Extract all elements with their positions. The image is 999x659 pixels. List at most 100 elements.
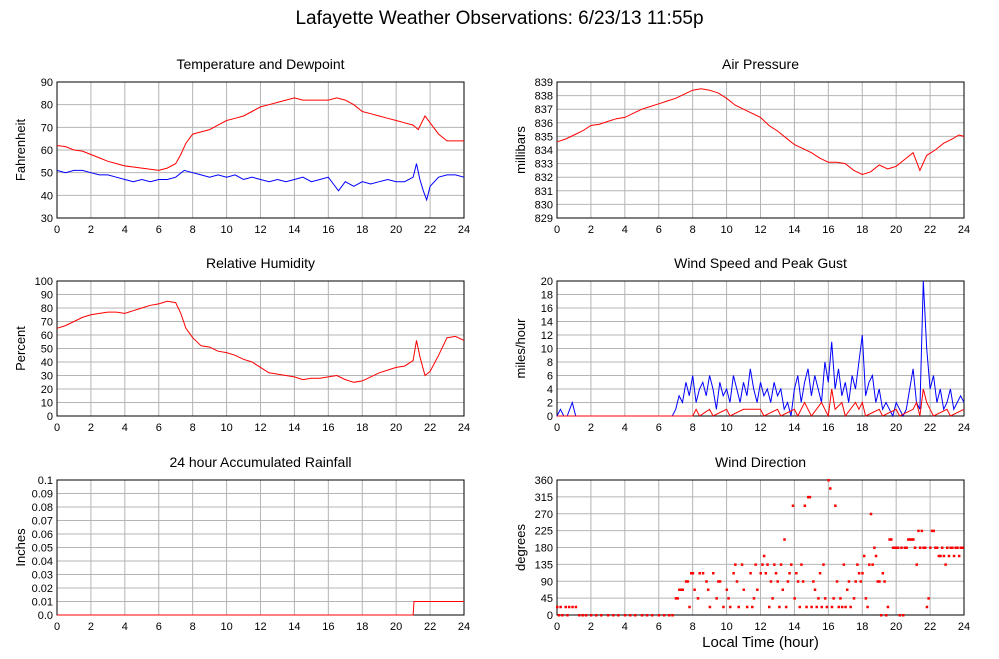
temp-series-red-line bbox=[56, 97, 464, 171]
pressure-series-red-line bbox=[556, 88, 965, 176]
direction-point bbox=[920, 529, 924, 533]
humidity-ytick-label: 30 bbox=[41, 371, 53, 383]
direction-point bbox=[837, 605, 841, 609]
direction-xtick-label: 18 bbox=[856, 621, 868, 633]
wind-ytick-label: 20 bbox=[541, 276, 553, 288]
wind-ytick-label: 18 bbox=[541, 290, 553, 302]
direction-point bbox=[678, 588, 681, 591]
temp-xtick-label: 22 bbox=[424, 224, 436, 236]
direction-point bbox=[698, 572, 701, 575]
direction-point bbox=[795, 572, 798, 575]
direction-point bbox=[830, 605, 834, 609]
direction-point bbox=[754, 563, 757, 566]
pressure-xtick-label: 16 bbox=[822, 224, 834, 236]
wind-xtick-label: 22 bbox=[924, 422, 936, 434]
wind-ytick-label: 12 bbox=[541, 330, 553, 342]
direction-point bbox=[935, 546, 939, 549]
direction-point bbox=[869, 512, 873, 516]
humidity-chart-title: Relative Humidity bbox=[206, 255, 315, 271]
rain-ytick-label: 0.04 bbox=[32, 556, 53, 568]
pressure-ytick-label: 829 bbox=[535, 213, 553, 225]
humidity-ytick-label: 70 bbox=[41, 317, 53, 329]
direction-ytick-label: 270 bbox=[535, 509, 553, 521]
direction-ytick-label: 225 bbox=[535, 526, 553, 538]
direction-point bbox=[929, 546, 932, 549]
temp-ytick-label: 30 bbox=[41, 213, 53, 225]
direction-point bbox=[823, 597, 827, 600]
rain-ylabel: Inches bbox=[13, 528, 28, 567]
humidity-xtick-label: 2 bbox=[88, 422, 94, 434]
direction-point bbox=[890, 538, 893, 541]
humidity-ytick-label: 50 bbox=[41, 344, 53, 356]
humidity-xtick-label: 24 bbox=[458, 422, 470, 434]
humidity-xtick-label: 16 bbox=[322, 422, 334, 434]
wind-xtick-label: 24 bbox=[958, 422, 970, 434]
direction-point bbox=[578, 614, 581, 617]
direction-point bbox=[589, 614, 593, 617]
direction-point bbox=[820, 605, 824, 609]
pressure-xtick-label: 22 bbox=[924, 224, 936, 236]
wind-xtick-label: 12 bbox=[754, 422, 766, 434]
direction-point bbox=[581, 614, 584, 617]
wind-xtick-label: 0 bbox=[554, 422, 560, 434]
direction-xtick-label: 8 bbox=[690, 621, 696, 633]
direction-point bbox=[556, 605, 559, 609]
direction-point bbox=[937, 554, 941, 558]
direction-point bbox=[657, 614, 661, 617]
direction-point bbox=[574, 605, 578, 609]
direction-point bbox=[832, 597, 835, 600]
direction-point bbox=[801, 580, 805, 583]
direction-ytick-label: 90 bbox=[541, 576, 553, 588]
pressure-ytick-label: 837 bbox=[535, 104, 553, 116]
temp-xtick-label: 10 bbox=[220, 224, 232, 236]
temp-ytick-label: 80 bbox=[41, 100, 53, 112]
direction-point bbox=[571, 605, 574, 609]
direction-point bbox=[722, 605, 725, 609]
direction-point bbox=[606, 614, 610, 617]
direction-point bbox=[628, 614, 632, 617]
direction-point bbox=[783, 538, 786, 541]
rain-xtick-label: 12 bbox=[254, 621, 266, 633]
direction-xtick-label: 14 bbox=[788, 621, 800, 633]
direction-point bbox=[776, 580, 779, 583]
direction-point bbox=[908, 538, 912, 541]
direction-ytick-label: 180 bbox=[535, 543, 553, 555]
direction-point bbox=[834, 504, 837, 507]
direction-chart-title: Wind Direction bbox=[715, 454, 806, 470]
direction-point bbox=[925, 605, 929, 609]
direction-point bbox=[798, 605, 802, 609]
pressure-ytick-label: 830 bbox=[535, 199, 553, 211]
direction-point bbox=[696, 597, 700, 600]
direction-point bbox=[712, 572, 715, 575]
direction-ytick-label: 315 bbox=[535, 492, 553, 504]
direction-point bbox=[934, 546, 937, 549]
humidity-xtick-label: 20 bbox=[390, 422, 402, 434]
direction-point bbox=[762, 554, 766, 558]
direction-point bbox=[951, 546, 954, 549]
direction-point bbox=[584, 614, 588, 617]
direction-point bbox=[917, 529, 920, 533]
pressure-xtick-label: 24 bbox=[958, 224, 970, 236]
direction-point bbox=[756, 588, 759, 591]
rain-series-red-line bbox=[57, 601, 464, 616]
direction-point bbox=[905, 546, 908, 549]
direction-point bbox=[781, 588, 785, 591]
direction-point bbox=[839, 597, 842, 600]
direction-point bbox=[764, 572, 768, 575]
direction-point bbox=[725, 588, 729, 591]
direction-point bbox=[845, 588, 849, 591]
direction-point bbox=[786, 580, 790, 583]
rain-xtick-label: 18 bbox=[356, 621, 368, 633]
wind-ytick-label: 10 bbox=[541, 344, 553, 356]
direction-point bbox=[705, 580, 708, 583]
direction-point bbox=[864, 597, 868, 600]
direction-point bbox=[788, 572, 791, 575]
wind-ytick-label: 4 bbox=[547, 384, 553, 396]
direction-point bbox=[793, 597, 796, 600]
temp-ytick-label: 60 bbox=[41, 145, 53, 157]
wind-xtick-label: 14 bbox=[788, 422, 800, 434]
direction-point bbox=[956, 546, 959, 549]
direction-point bbox=[640, 614, 644, 617]
direction-point bbox=[896, 546, 900, 549]
rain-xtick-label: 6 bbox=[156, 621, 162, 633]
